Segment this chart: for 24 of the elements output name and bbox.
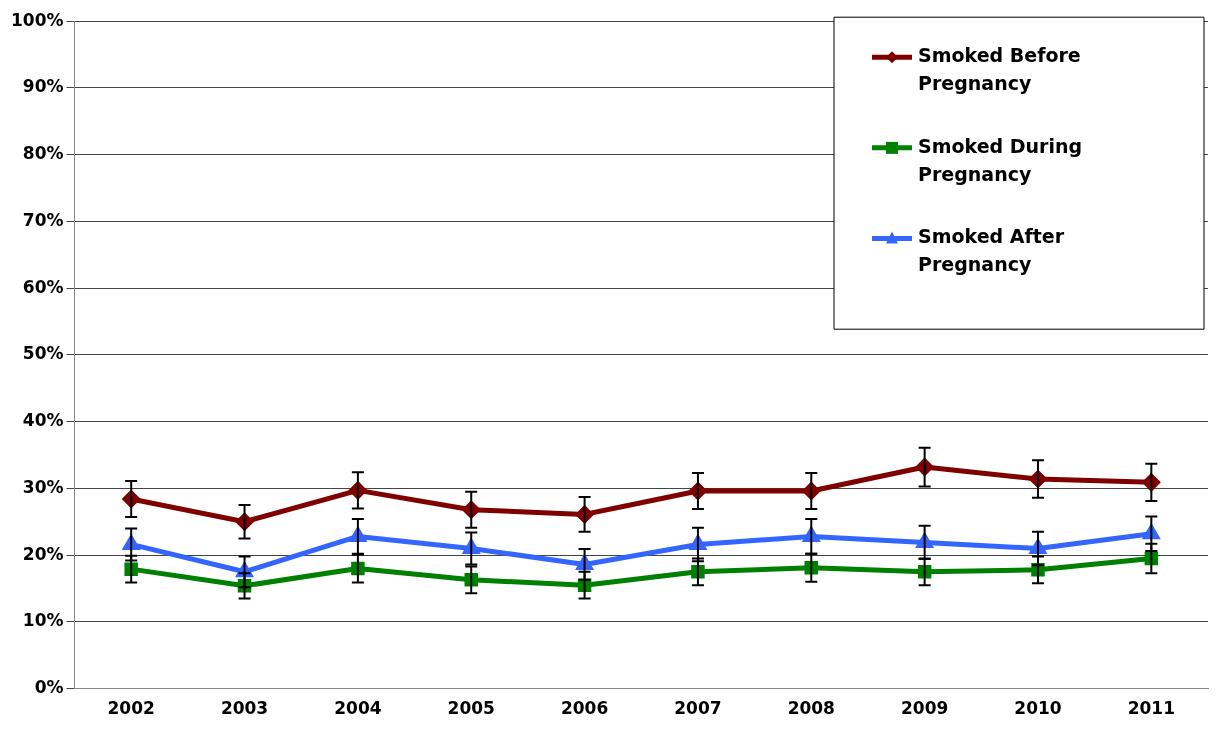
x-tick-label: 2002 <box>107 698 155 719</box>
y-tick-label: 40% <box>22 410 64 431</box>
x-tick-label: 2008 <box>787 698 835 719</box>
x-tick-label: 2010 <box>1014 698 1062 719</box>
x-tick-label: 2003 <box>220 698 269 719</box>
y-tick-label: 90% <box>22 76 64 97</box>
x-tick-label: 2006 <box>560 698 609 719</box>
y-tick-label: 20% <box>22 543 64 564</box>
y-tick-label: 70% <box>22 209 64 230</box>
x-tick-label: 2007 <box>674 698 722 719</box>
y-tick-label: 80% <box>22 143 64 164</box>
y-tick-label: 10% <box>22 610 64 631</box>
x-tick-label: 2011 <box>1127 698 1175 719</box>
y-tick-label: 30% <box>22 476 64 497</box>
y-tick-label: 60% <box>22 276 64 297</box>
x-tick-label: 2004 <box>334 698 382 719</box>
legend-label: Smoked After Pregnancy <box>918 225 1065 276</box>
y-tick-label: 50% <box>22 343 64 364</box>
legend-label: Smoked During Pregnancy <box>918 134 1083 185</box>
legend-label: Smoked Before Pregnancy <box>918 44 1081 95</box>
y-tick-label: 0% <box>34 677 64 698</box>
y-tick-label: 100% <box>10 9 64 30</box>
x-tick-label: 2009 <box>900 698 949 719</box>
x-tick-label: 2005 <box>447 698 495 719</box>
